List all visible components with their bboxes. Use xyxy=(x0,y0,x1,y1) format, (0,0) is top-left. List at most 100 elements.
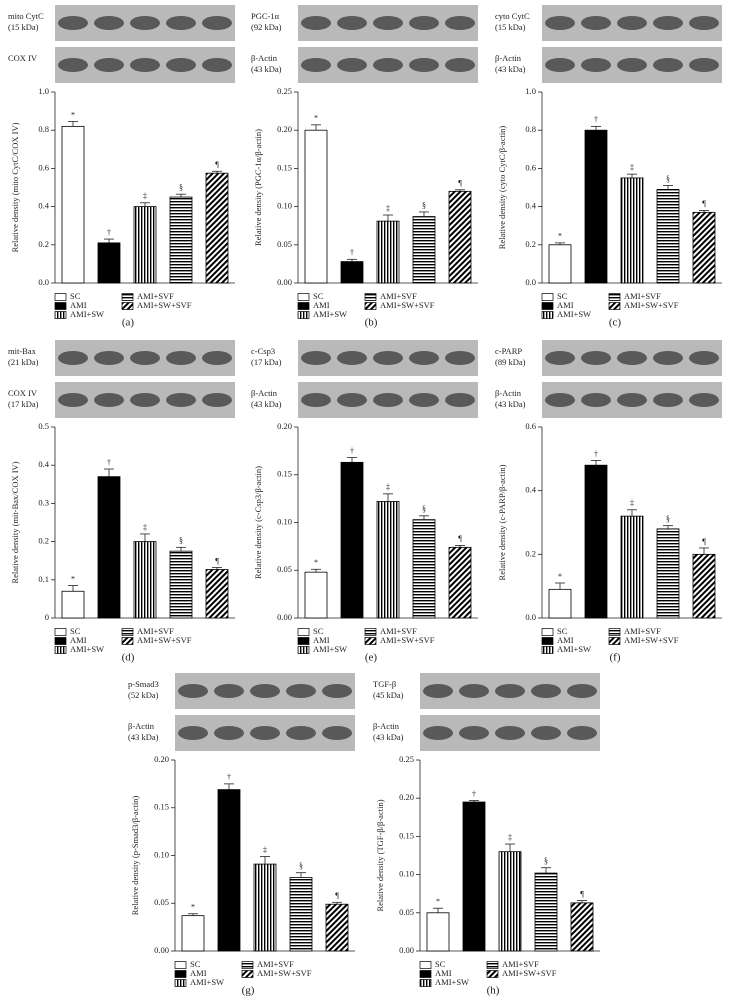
significance: ‡ xyxy=(630,499,634,508)
blot-band xyxy=(373,393,403,407)
blot-label: c-Csp3 xyxy=(251,346,275,356)
legend-label: AMI+SW xyxy=(70,644,104,654)
blot-band xyxy=(202,393,232,407)
legend-label: AMI+SW+SVF xyxy=(137,300,192,310)
legend-swatch xyxy=(541,628,554,636)
legend-swatch xyxy=(419,979,432,987)
y-tick-label: 0.1 xyxy=(38,574,49,584)
y-tick-label: 0.00 xyxy=(154,945,169,955)
panel-label: (d) xyxy=(122,652,135,664)
blot-size: (43 kDa) xyxy=(373,732,404,742)
y-tick-label: 0.05 xyxy=(277,239,292,249)
bar xyxy=(97,476,121,619)
blot-band xyxy=(459,684,489,698)
legend-swatch xyxy=(297,628,310,636)
legend-label: AMI+SW xyxy=(435,977,469,987)
significance: § xyxy=(422,505,426,514)
legend-swatch xyxy=(364,637,377,645)
blot-band xyxy=(581,58,611,72)
legend-label: AMI+SW+SVF xyxy=(380,300,435,310)
panel-label: (a) xyxy=(122,317,135,329)
blot-band xyxy=(202,58,232,72)
significance: † xyxy=(594,115,598,124)
y-tick-label: 0.25 xyxy=(277,86,292,96)
legend-swatch xyxy=(54,628,67,636)
legend-swatch xyxy=(608,637,621,645)
y-tick-label: 0.4 xyxy=(525,201,536,211)
significance: ‡ xyxy=(143,523,147,532)
y-tick-label: 0.15 xyxy=(277,469,292,479)
legend-label: AMI+SW+SVF xyxy=(502,968,557,978)
legend-label: AMI+SW xyxy=(70,309,104,319)
y-axis-label: Relative density (c-Csp3/β-actin) xyxy=(253,466,263,579)
blot-band xyxy=(250,726,280,740)
significance: § xyxy=(666,174,670,183)
blot-band xyxy=(409,393,439,407)
significance: ¶ xyxy=(702,537,706,546)
blot-band xyxy=(166,351,196,365)
legend-label: AMI xyxy=(557,300,574,310)
bar xyxy=(61,125,85,284)
y-tick-label: 0.00 xyxy=(277,612,292,622)
legend-label: AMI+SW+SVF xyxy=(257,968,312,978)
blot-band xyxy=(531,684,561,698)
bar xyxy=(253,863,277,952)
blot-size: (15 kDa) xyxy=(495,22,526,32)
blot-band xyxy=(581,393,611,407)
significance: † xyxy=(107,458,111,467)
bar xyxy=(376,501,400,619)
significance: § xyxy=(666,515,670,524)
legend-label: AMI xyxy=(313,300,330,310)
blot-band xyxy=(409,16,439,30)
blot-band xyxy=(545,16,575,30)
blot-band xyxy=(423,726,453,740)
legend-label: SC xyxy=(557,291,568,301)
blot-band xyxy=(58,351,88,365)
legend-swatch xyxy=(174,961,187,969)
legend-swatch xyxy=(54,311,67,319)
bar xyxy=(584,464,608,619)
bar xyxy=(325,903,349,952)
blot-band xyxy=(617,351,647,365)
blot-band xyxy=(445,16,475,30)
bar xyxy=(692,211,716,284)
significance: * xyxy=(558,572,562,581)
bar xyxy=(217,789,241,952)
legend-label: AMI+SW+SVF xyxy=(624,300,679,310)
significance: ‡ xyxy=(386,483,390,492)
legend-label: AMI+SW xyxy=(190,977,224,987)
blot-label: COX IV xyxy=(8,388,38,398)
legend-label: AMI+SW xyxy=(557,309,591,319)
y-tick-label: 0.4 xyxy=(38,201,49,211)
bar xyxy=(498,851,522,952)
legend-label: AMI xyxy=(313,635,330,645)
blot-band xyxy=(202,16,232,30)
legend-swatch xyxy=(541,646,554,654)
legend-swatch xyxy=(419,970,432,978)
blot-band xyxy=(653,58,683,72)
bar xyxy=(656,189,680,284)
blot-size: (52 kDa) xyxy=(128,690,159,700)
legend-label: AMI+SVF xyxy=(624,291,661,301)
blot-band xyxy=(445,351,475,365)
y-tick-label: 1.0 xyxy=(38,86,49,96)
blot-size: (43 kDa) xyxy=(128,732,159,742)
y-tick-label: 0.4 xyxy=(38,459,49,469)
panel-label: (b) xyxy=(365,317,378,329)
blot-band xyxy=(286,684,316,698)
blot-band xyxy=(322,726,352,740)
significance: † xyxy=(472,789,476,798)
y-axis-label: Relative density (mit-Bax/COX IV) xyxy=(10,461,20,583)
y-tick-label: 0.0 xyxy=(38,277,49,287)
blot-band xyxy=(94,393,124,407)
y-tick-label: 0.6 xyxy=(38,162,49,172)
legend-swatch xyxy=(54,302,67,310)
significance: * xyxy=(558,232,562,241)
legend-label: AMI xyxy=(190,968,207,978)
bar xyxy=(426,912,450,952)
y-axis-label: Relative density (mito CytC/COX IV) xyxy=(10,122,20,252)
bar xyxy=(205,569,229,619)
legend-swatch xyxy=(297,293,310,301)
legend-swatch xyxy=(486,970,499,978)
legend-swatch xyxy=(297,311,310,319)
